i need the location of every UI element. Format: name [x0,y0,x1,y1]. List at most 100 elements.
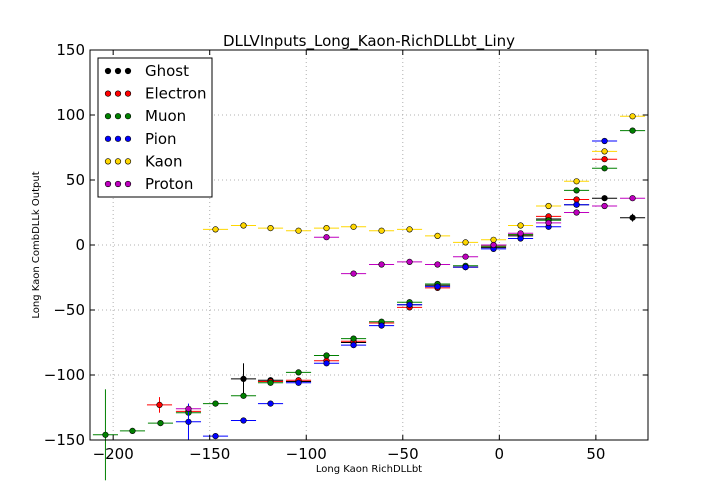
marker [295,379,302,386]
marker [378,261,385,268]
legend-marker [104,158,112,165]
data-point [257,225,284,232]
data-point [369,261,395,268]
marker [295,227,302,234]
marker [434,283,441,290]
legend-marker [104,67,112,75]
data-point [620,127,646,134]
marker [573,209,580,216]
data-point [620,195,646,202]
data-point [313,360,340,367]
marker [240,222,247,229]
legend-marker [104,135,112,142]
data-point [369,227,395,234]
data-point [230,363,257,395]
marker [323,225,330,232]
data-point [341,335,367,342]
marker [545,219,552,226]
marker [240,375,247,383]
marker [573,196,580,203]
marker [267,400,274,407]
legend-marker [124,180,132,188]
marker [350,342,357,349]
marker [601,137,608,145]
x-tick-label: −150 [189,445,230,463]
data-point [313,352,340,359]
data-point [592,165,618,172]
marker [573,201,580,208]
legend-marker [114,90,122,97]
marker [240,392,247,399]
marker [156,401,163,409]
marker [434,261,441,268]
marker [462,239,469,246]
legend-marker [104,90,112,97]
legend-entry-pion: Pion [104,130,177,148]
data-point [202,400,229,407]
axes: −200 −150 −100 −50 0 50 −150 −100 −50 0 50 100 150 [44,41,648,463]
legend-marker [124,135,132,142]
legend-entry-kaon: Kaon [104,152,182,170]
data-point [536,202,562,210]
y-tick-label: −100 [44,366,85,384]
marker [102,431,109,438]
legend-marker [114,67,122,75]
data-point [452,253,479,260]
legend: Ghost Electron Muon Pion Kaon Proton [97,57,213,198]
data-point [424,232,451,239]
data-point [620,213,646,222]
data-point [285,369,312,376]
data-point [313,234,340,241]
y-tick-label: 0 [75,236,85,254]
marker [350,223,357,230]
marker [545,202,552,210]
x-tick-label: −100 [286,445,327,463]
marker [517,235,524,242]
data-point [119,427,146,435]
marker [462,264,469,271]
series-pion [175,137,618,440]
legend-label: Pion [145,130,177,148]
data-point [230,222,257,229]
series-kaon [202,113,646,246]
data-point [564,201,590,208]
data-point [147,420,174,427]
marker [212,433,219,440]
legend-marker [124,113,132,120]
marker [129,427,136,435]
data-point [396,258,423,266]
data-point [92,389,118,481]
data-point [369,322,395,329]
data-point [257,379,284,386]
legend-marker [124,90,132,97]
y-axis-label: Long Kaon CombDLLk Output [31,171,42,318]
data-point [508,230,534,237]
legend-marker [124,67,132,75]
marker [490,236,497,243]
marker [601,202,608,210]
marker [406,258,413,266]
data-point [285,379,312,386]
data-point [424,261,451,268]
marker [406,226,413,233]
marker [573,178,580,185]
legend-label: Ghost [145,62,189,80]
x-tick-label: −50 [387,445,419,463]
marker [490,241,497,249]
marker [517,230,524,237]
x-tick-label: −200 [93,445,134,463]
marker [157,420,164,427]
legend-label: Muon [145,107,186,125]
data-point [396,301,423,308]
legend-label: Kaon [145,152,182,170]
y-tick-label: 150 [56,41,85,59]
legend-entry-electron: Electron [104,85,207,103]
legend-marker [114,180,122,188]
data-point [592,156,618,163]
marker [406,301,413,308]
data-point [564,187,590,194]
data-point [341,270,367,277]
marker [323,360,330,367]
x-tick-label: 0 [495,445,505,463]
